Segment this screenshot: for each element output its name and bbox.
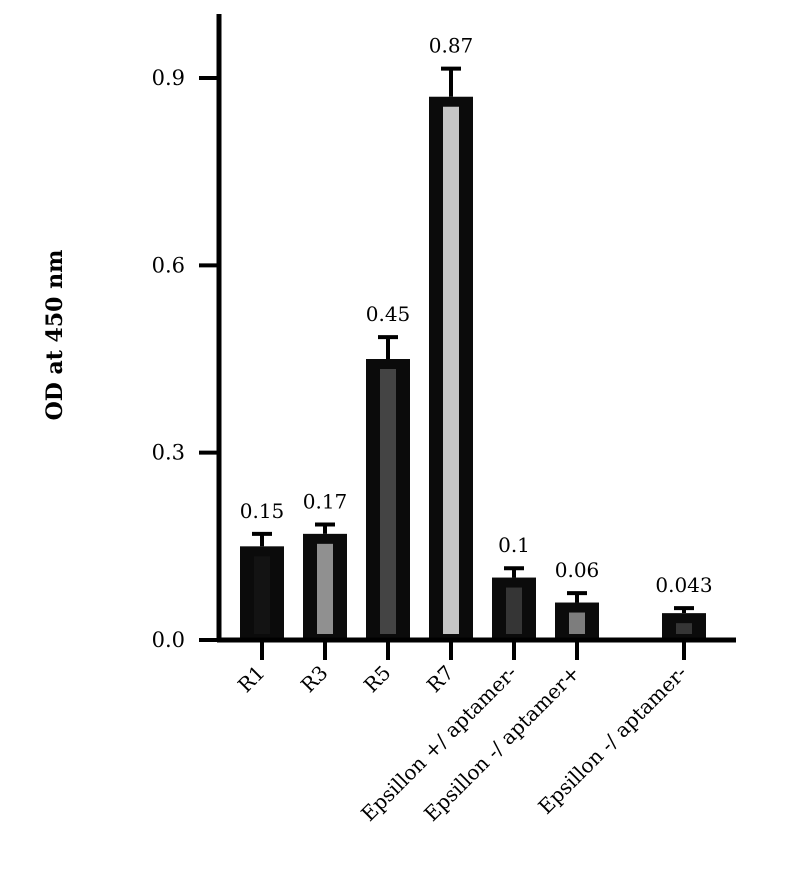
data-label: 0.043 — [655, 573, 712, 597]
x-tick-label: R3 — [296, 661, 333, 698]
data-label: 0.45 — [366, 302, 411, 326]
bar-group: 0.15 R1 — [233, 499, 284, 697]
bar-group: 0.17 R3 — [296, 489, 347, 697]
x-tick-label: R1 — [233, 661, 270, 698]
y-tick-label: 0.9 — [152, 66, 185, 90]
y-tick-label: 0.3 — [152, 441, 185, 465]
y-axis-title: OD at 450 nm — [42, 250, 68, 421]
bar-highlight — [676, 623, 692, 634]
bar-group: 0.87 R7 — [422, 34, 473, 698]
data-label: 0.17 — [303, 489, 348, 513]
y-axis: 0.0 0.3 0.6 0.9 — [152, 14, 222, 652]
x-tick-label: R7 — [422, 661, 459, 698]
data-label: 0.1 — [498, 533, 530, 557]
bar-highlight — [443, 106, 459, 634]
bar-highlight — [380, 369, 396, 634]
data-label: 0.87 — [429, 34, 474, 58]
y-tick-label: 0.0 — [152, 628, 185, 652]
bar-highlight — [317, 543, 333, 634]
data-label: 0.06 — [555, 558, 600, 582]
y-tick-label: 0.6 — [152, 253, 185, 277]
bar-highlight — [254, 556, 270, 634]
bar-highlight — [569, 612, 585, 634]
data-label: 0.15 — [240, 499, 285, 523]
bar-highlight — [506, 587, 522, 634]
x-tick-label: R5 — [359, 661, 396, 698]
